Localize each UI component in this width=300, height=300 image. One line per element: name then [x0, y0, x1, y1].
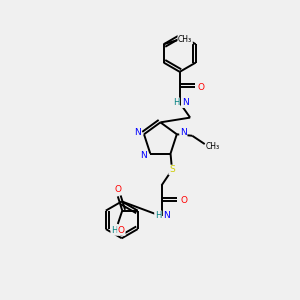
Text: CH₃: CH₃: [178, 34, 192, 43]
Text: H: H: [155, 211, 161, 220]
Text: N: N: [164, 211, 170, 220]
Text: S: S: [169, 165, 175, 174]
Text: O: O: [118, 226, 125, 235]
Text: O: O: [198, 83, 205, 92]
Text: N: N: [180, 128, 187, 137]
Text: H: H: [173, 98, 179, 107]
Text: H: H: [111, 226, 117, 235]
Text: O: O: [114, 185, 121, 194]
Text: N: N: [140, 151, 147, 160]
Text: N: N: [134, 128, 141, 137]
Text: CH₃: CH₃: [206, 142, 220, 151]
Text: O: O: [180, 196, 187, 205]
Text: N: N: [182, 98, 188, 107]
